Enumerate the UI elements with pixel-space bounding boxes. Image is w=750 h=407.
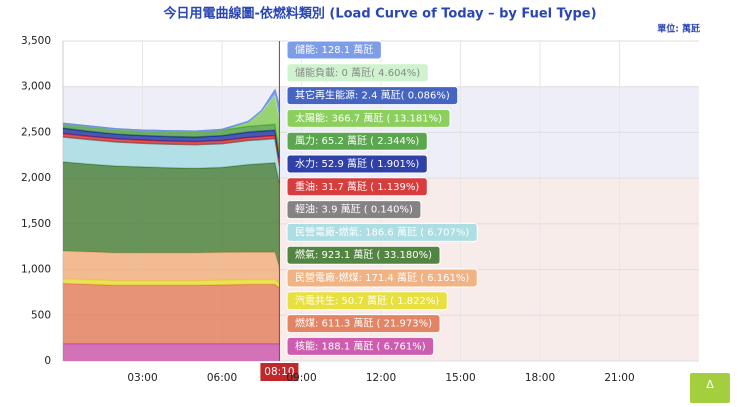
tooltip-item: 其它再生能源: 2.4 萬瓩( 0.086%) (286, 86, 459, 106)
tooltip-item: 風力: 65.2 萬瓩 ( 2.344%) (286, 131, 428, 151)
tooltip-box (286, 86, 459, 106)
tooltip-box (286, 268, 478, 288)
tooltip-box (286, 63, 429, 83)
tooltip-item: 太陽能: 366.7 萬瓩 ( 13.181%) (286, 108, 451, 128)
toggle-button[interactable] (690, 373, 730, 403)
area-line (62, 88, 281, 133)
tooltip-item: 民營電廠-燃煤: 171.4 萬瓩 ( 6.161%) (286, 268, 478, 288)
area (63, 128, 280, 163)
x-tick-label: 15:00 (445, 372, 475, 384)
unit-label: 單位: 萬瓩 (657, 23, 700, 35)
area (63, 133, 280, 166)
y-tick-label: 0 (44, 355, 51, 367)
tooltip-box (286, 314, 441, 334)
crosshair-label-bg (260, 363, 299, 381)
y-tick-label: 3,000 (21, 81, 51, 93)
tooltip-item: 燃煤: 611.3 萬瓩 ( 21.973%) (286, 314, 441, 334)
tooltip-text: 水力: 52.9 萬瓩 ( 1.901%) (295, 157, 419, 170)
tooltip-text: 其它再生能源: 2.4 萬瓩( 0.086%) (295, 89, 450, 102)
tooltip-item: 儲能負載: 0 萬瓩( 4.604%) (286, 63, 429, 83)
x-tick-label: 18:00 (525, 372, 555, 384)
tooltip-item: 水力: 52.9 萬瓩 ( 1.901%) (286, 154, 428, 174)
y-tick-label: 3,500 (21, 35, 51, 47)
tooltip-text: 汽電共生: 50.7 萬瓩 ( 1.822%) (295, 294, 439, 307)
area (63, 251, 280, 284)
tooltip-box (286, 177, 428, 197)
tooltip-text: 燃氣: 923.1 萬瓩 ( 33.180%) (295, 248, 432, 261)
y-tick-label: 1,500 (21, 218, 51, 230)
x-tick-label: 06:00 (207, 372, 237, 384)
tooltip-item: 輕油: 3.9 萬瓩 ( 0.140%) (286, 200, 422, 220)
x-tick-label: 09:00 (286, 372, 316, 384)
tooltip-item: 核能: 188.1 萬瓩 ( 6.761%) (286, 336, 435, 356)
tooltip-item: 儲能: 128.1 萬瓩 (286, 40, 382, 60)
tooltip-text: 風力: 65.2 萬瓩 ( 2.344%) (295, 134, 419, 147)
tooltip-text: 重油: 31.7 萬瓩 ( 1.139%) (295, 180, 419, 193)
tooltip-box (286, 336, 435, 356)
area (63, 137, 280, 184)
y-tick-label: 1,000 (21, 264, 51, 276)
tooltip-box (286, 154, 428, 174)
tooltip-text: 輕油: 3.9 萬瓩 ( 0.140%) (295, 203, 413, 216)
y-tick-label: 2,000 (21, 172, 51, 184)
y-tick-label: 500 (31, 309, 51, 321)
tooltip-box (286, 108, 451, 128)
tooltip-item: 民營電廠-燃氣: 186.6 萬瓩 ( 6.707%) (286, 222, 478, 242)
tooltip-text: 太陽能: 366.7 萬瓩 ( 13.181%) (295, 111, 442, 124)
area-line (62, 136, 281, 166)
tooltip-text: 儲能負載: 0 萬瓩( 4.604%) (295, 66, 420, 79)
area (63, 343, 280, 361)
tooltip-box (286, 40, 382, 60)
tooltip-box (286, 200, 422, 220)
tooltip-box (286, 291, 448, 311)
tooltip-item: 汽電共生: 50.7 萬瓩 ( 1.822%) (286, 291, 448, 311)
x-tick-label: 21:00 (604, 372, 634, 384)
tooltip-text: 儲能: 128.1 萬瓩 (295, 43, 373, 56)
area (63, 283, 280, 344)
tooltip-box (286, 222, 478, 242)
x-tick-label: 12:00 (366, 372, 396, 384)
chart-title: 今日用電曲線圖-依燃料類別 (Load Curve of Today – by … (162, 6, 596, 22)
tooltip-text: 核能: 188.1 萬瓩 ( 6.761%) (295, 339, 426, 352)
tooltip-text: 民營電廠-燃煤: 171.4 萬瓩 ( 6.161%) (295, 271, 469, 284)
tooltip-box (286, 131, 428, 151)
tooltip-item: 重油: 31.7 萬瓩 ( 1.139%) (286, 177, 428, 197)
tooltip-item: 燃氣: 923.1 萬瓩 ( 33.180%) (286, 245, 441, 265)
tooltip-text: 燃煤: 611.3 萬瓩 ( 21.973%) (295, 317, 432, 330)
x-tick-label: 03:00 (127, 372, 157, 384)
area (63, 123, 280, 159)
crosshair-label: 08:10 (264, 366, 294, 378)
area-line (62, 161, 281, 184)
area (63, 161, 280, 268)
tooltip-box (286, 245, 441, 265)
y-tick-label: 2,500 (21, 126, 51, 138)
tooltip-text: 民營電廠-燃氣: 186.6 萬瓩 ( 6.707%) (295, 225, 469, 238)
toggle-button-label[interactable]: Δ (706, 378, 714, 391)
